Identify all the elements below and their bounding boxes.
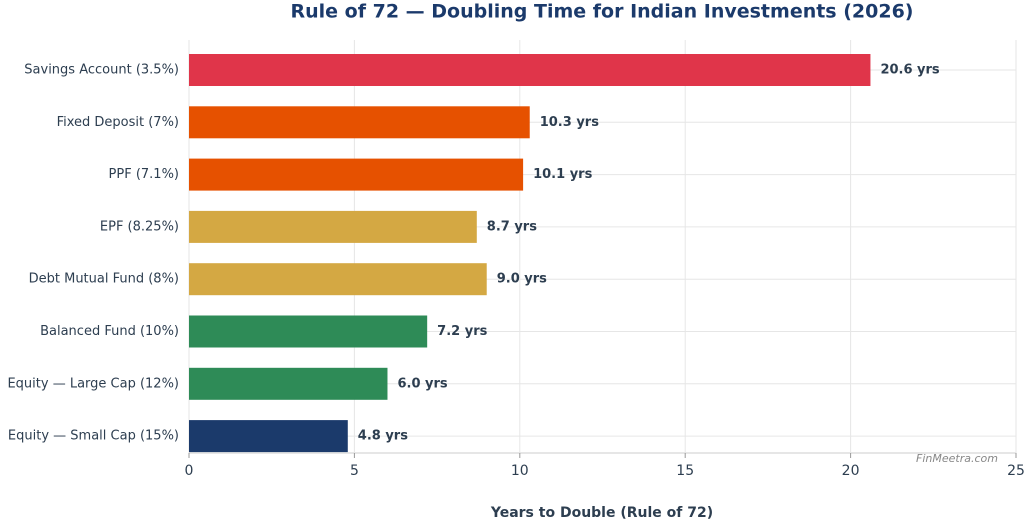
- bar: [189, 54, 871, 86]
- value-label: 10.3 yrs: [540, 115, 599, 130]
- y-tick-label: Debt Mutual Fund (8%): [29, 272, 179, 287]
- x-tick-label: 20: [842, 463, 860, 479]
- value-label: 8.7 yrs: [487, 219, 537, 234]
- value-label: 7.2 yrs: [437, 324, 487, 339]
- x-tick-label: 15: [676, 463, 694, 479]
- bar: [189, 315, 428, 348]
- y-tick-label: Balanced Fund (10%): [40, 324, 179, 339]
- y-tick-label: EPF (8.25%): [100, 219, 179, 234]
- bar: [189, 420, 348, 453]
- y-tick-label: Savings Account (3.5%): [24, 63, 179, 78]
- y-tick-label: PPF (7.1%): [109, 167, 179, 182]
- bar: [189, 158, 524, 191]
- x-tick-label: 10: [511, 463, 529, 479]
- chart-title: Rule of 72 — Doubling Time for Indian In…: [291, 1, 914, 23]
- y-tick-label: Equity — Large Cap (12%): [7, 376, 179, 391]
- x-axis-label: Years to Double (Rule of 72): [490, 505, 713, 521]
- bar: [189, 106, 530, 139]
- x-tick-label: 25: [1007, 463, 1024, 479]
- value-label: 9.0 yrs: [497, 272, 547, 287]
- value-label: 10.1 yrs: [533, 167, 592, 182]
- bar: [189, 263, 487, 296]
- y-tick-label: Equity — Small Cap (15%): [8, 429, 179, 444]
- watermark: FinMeetra.com: [916, 452, 998, 465]
- value-label: 4.8 yrs: [358, 429, 408, 444]
- bar: [189, 210, 477, 243]
- value-label: 6.0 yrs: [397, 376, 447, 391]
- bar: [189, 367, 388, 400]
- value-label: 20.6 yrs: [880, 63, 939, 78]
- x-tick-label: 0: [185, 463, 194, 479]
- x-tick-label: 5: [350, 463, 359, 479]
- y-tick-label: Fixed Deposit (7%): [57, 115, 179, 130]
